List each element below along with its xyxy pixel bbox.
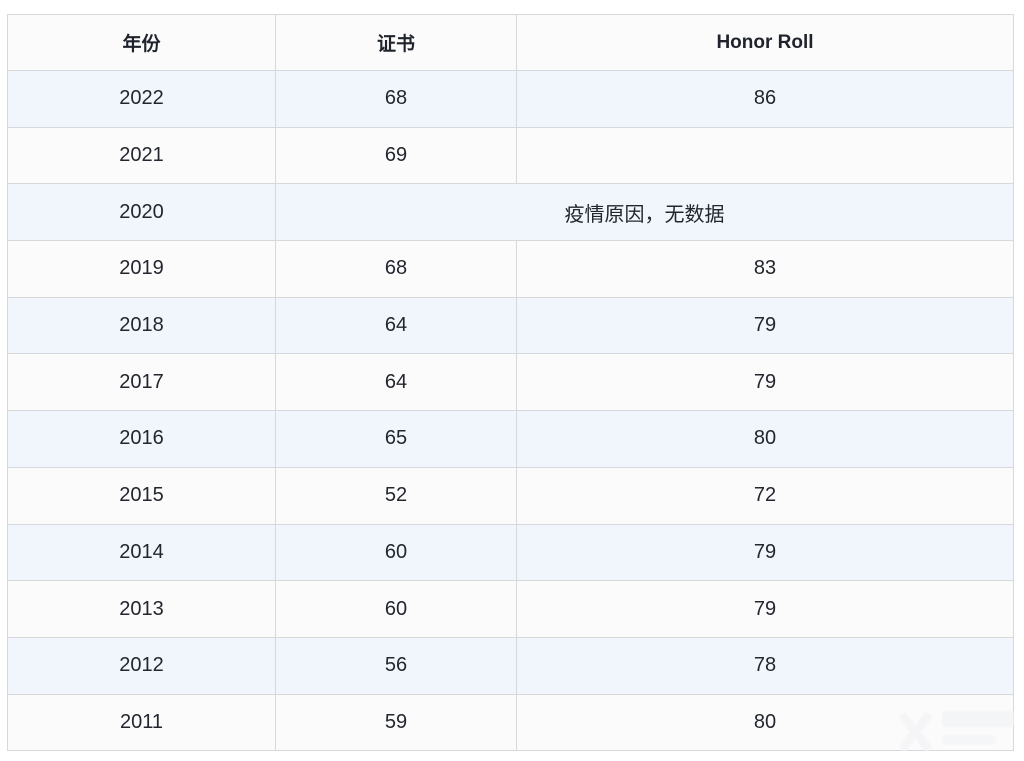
honor-cell: 83 [516,240,1014,298]
cert-cell: 64 [275,296,517,355]
table-row: 2022 68 86 [7,70,1014,128]
column-header-honor: Honor Roll [516,14,1014,71]
cert-cell: 68 [275,240,517,298]
honor-cell: 86 [516,70,1014,128]
honor-cell: 79 [516,523,1014,582]
year-cell: 2018 [7,296,276,355]
cert-cell: 65 [275,410,517,468]
cert-cell: 59 [275,693,517,752]
honor-cell: 78 [516,636,1014,695]
table-row: 2017 64 79 [7,353,1014,412]
year-cell: 2011 [7,693,276,752]
table-row: 2016 65 80 [7,410,1014,468]
table-row: 2018 64 79 [7,296,1014,355]
year-cell: 2016 [7,410,276,468]
table-container: 年份 证书 Honor Roll 2022 68 86 2021 69 2020 [7,14,1014,752]
table-row: 2014 60 79 [7,523,1014,582]
cert-cell: 60 [275,523,517,582]
honor-cell: 79 [516,296,1014,355]
table-row: 2021 69 [7,126,1014,185]
honor-cell: 79 [516,353,1014,412]
honor-cell: 80 [516,410,1014,468]
header-row: 年份 证书 Honor Roll [7,14,1014,71]
honor-cell [516,126,1014,185]
year-cell: 2017 [7,353,276,412]
data-table: 年份 证书 Honor Roll 2022 68 86 2021 69 2020 [7,14,1014,752]
table-row: 2011 59 80 [7,693,1014,752]
year-cell: 2019 [7,240,276,298]
cert-cell: 56 [275,636,517,695]
table-row: 2013 60 79 [7,580,1014,638]
year-cell: 2013 [7,580,276,638]
year-cell: 2022 [7,70,276,128]
year-cell: 2021 [7,126,276,185]
column-header-cert: 证书 [275,14,517,71]
column-header-year: 年份 [7,14,276,71]
table-row: 2015 52 72 [7,466,1014,525]
year-cell: 2012 [7,636,276,695]
cert-cell: 64 [275,353,517,412]
note-cell: 疫情原因，无数据 [275,183,1014,242]
year-cell: 2015 [7,466,276,525]
year-cell: 2020 [7,183,276,242]
table-row: 2012 56 78 [7,636,1014,695]
honor-cell: 80 [516,693,1014,752]
table-header: 年份 证书 Honor Roll [7,14,1014,71]
table-row: 2020 疫情原因，无数据 [7,183,1014,242]
cert-cell: 60 [275,580,517,638]
cert-cell: 69 [275,126,517,185]
cert-cell: 52 [275,466,517,525]
year-cell: 2014 [7,523,276,582]
honor-cell: 72 [516,466,1014,525]
table-row: 2019 68 83 [7,240,1014,298]
honor-cell: 79 [516,580,1014,638]
table-body: 2022 68 86 2021 69 2020 疫情原因，无数据 2019 68… [7,70,1014,752]
cert-cell: 68 [275,70,517,128]
